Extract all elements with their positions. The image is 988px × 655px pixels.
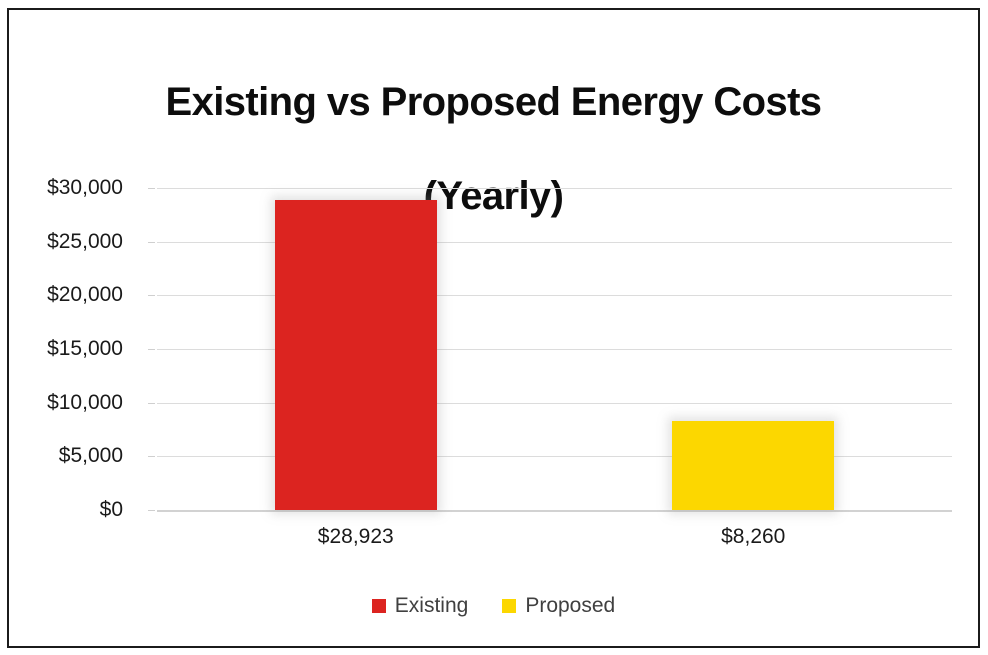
legend-swatch-icon (371, 599, 386, 613)
chart-container: Existing vs Proposed Energy Costs (Yearl… (9, 10, 978, 646)
bar-proposed[interactable] (672, 421, 835, 510)
gridline (157, 241, 952, 243)
gridline (157, 188, 952, 189)
y-axis-tick-label: $5,000 (58, 444, 123, 468)
gridline (157, 510, 952, 512)
y-axis-tick-label: $20,000 (47, 283, 123, 307)
legend-item-proposed[interactable]: Proposed (502, 595, 615, 617)
chart-frame: Existing vs Proposed Energy Costs (Yearl… (7, 8, 980, 648)
gridline (157, 456, 952, 458)
legend-label: Existing (394, 594, 469, 617)
gridline (157, 295, 952, 297)
bar-existing[interactable] (274, 199, 437, 510)
y-axis-tick-mark (148, 188, 155, 189)
y-axis-tick-mark (148, 402, 155, 404)
y-axis-tick-label: $30,000 (47, 176, 123, 199)
chart-title: Existing vs Proposed Energy Costs (Yearl… (9, 32, 978, 220)
y-axis-tick-mark (148, 241, 155, 243)
bar-slot (274, 188, 437, 510)
y-axis-tick-label: $25,000 (47, 229, 123, 253)
y-axis-tick-mark (148, 456, 155, 458)
chart-title-line-1: Existing vs Proposed Energy Costs (165, 80, 823, 124)
y-axis-tick-label: $10,000 (47, 390, 123, 414)
plot-area (157, 188, 952, 512)
legend-swatch-icon (502, 599, 517, 613)
y-axis-tick-mark (148, 349, 155, 350)
y-axis-tick-mark (148, 295, 155, 297)
y-axis-tick-mark (148, 510, 155, 511)
y-axis-tick-label: $15,000 (47, 337, 123, 360)
gridline (157, 349, 952, 350)
chart-title-line-2: (Yearly) (423, 174, 564, 218)
y-axis-tick-label: $0 (99, 498, 123, 521)
x-axis-tick-label: $8,260 (721, 525, 786, 548)
gridline (157, 402, 952, 404)
legend-label: Proposed (525, 594, 616, 617)
x-axis-tick-label: $28,923 (317, 525, 394, 548)
chart-legend: Existing Proposed (9, 595, 978, 617)
legend-item-existing[interactable]: Existing (371, 594, 469, 617)
bar-slot (672, 188, 835, 510)
